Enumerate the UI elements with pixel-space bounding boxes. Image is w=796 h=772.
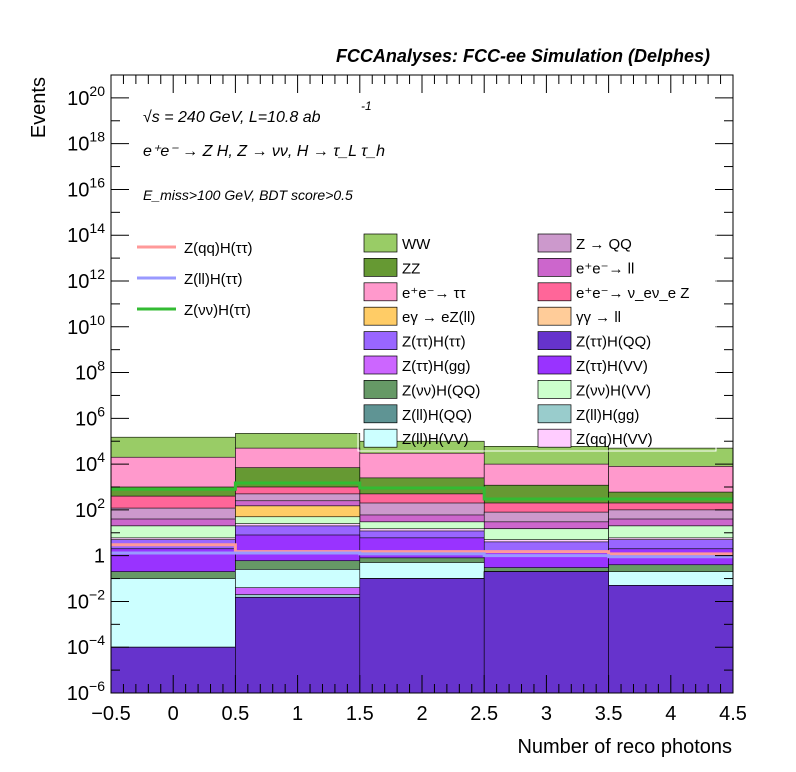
legend-label-z-ll-h: Z(ll)H(ττ) (184, 271, 243, 288)
legend-swatch-z-h (364, 332, 397, 350)
y-tick-label: 106 (75, 403, 105, 430)
x-tick-label: 0.5 (221, 703, 249, 725)
y-tick-label: 108 (75, 358, 105, 385)
y-tick-label: 102 (75, 495, 105, 522)
x-tick-label: 1.5 (346, 703, 374, 725)
y-tick-label: 1018 (67, 129, 105, 156)
bar-z-h-qq-bin-3 (484, 572, 608, 693)
legend-swatch-e-e-ll (538, 258, 571, 276)
legend-swatch-z-ll-h-qq (364, 405, 397, 423)
legend: Z(qq)H(ττ) Z(ll)H(ττ) Z(νν)H(ττ) WW Z → QQ ZZ… (137, 229, 716, 451)
svg-text:√s = 240 GeV, L=10.8 ab: √s = 240 GeV, L=10.8 ab (143, 109, 321, 126)
y-axis-label: Events (28, 77, 50, 138)
legend-label-z-h-qq: Z(ττ)H(QQ) (576, 334, 651, 351)
legend-label-z-h-qq: Z(νν)H(QQ) (402, 382, 480, 399)
y-tick-label: 1014 (67, 220, 105, 247)
legend-label-z-h-gg: Z(ττ)H(gg) (402, 358, 471, 375)
legend-label-z-h-vv: Z(νν)H(VV) (576, 382, 651, 399)
legend-label-ww: WW (402, 236, 431, 253)
y-tick-label: 10−4 (67, 632, 105, 659)
x-tick-label: 0 (168, 703, 179, 725)
y-tick-label: 104 (75, 449, 105, 476)
y-tick-label: 1 (94, 546, 105, 568)
legend-swatch-z-h-gg (364, 356, 397, 374)
legend-label-zz: ZZ (402, 260, 420, 277)
y-tick-label: 1020 (67, 83, 105, 110)
legend-label-ll: γγ → ll (576, 309, 621, 326)
x-tick-label: 3.5 (595, 703, 623, 725)
legend-swatch-z-h-qq (364, 380, 397, 398)
y-tick-label: 1010 (67, 312, 105, 339)
stack-bars (111, 433, 733, 693)
y-tick-label: 10−2 (67, 586, 105, 613)
x-tick-label: 2.5 (470, 703, 498, 725)
legend-swatch-e-ez-ll (364, 307, 397, 325)
x-tick-label: 1 (292, 703, 303, 725)
annotation-energy: √s = 240 GeV, L=10.8 ab -1 (143, 99, 372, 126)
legend-swatch-z-qq-h-vv (538, 429, 571, 447)
legend-label-e-e: e⁺e⁻→ ττ (402, 285, 466, 302)
y-tick-label: 10−6 (67, 678, 105, 705)
legend-label-z-ll-h-vv: Z(ll)H(VV) (402, 431, 469, 448)
x-tick-label: 3 (541, 703, 552, 725)
legend-label-z-qq-h: Z(qq)H(ττ) (184, 240, 253, 257)
legend-swatch-z-h-vv (538, 380, 571, 398)
legend-label-z-ll-h-qq: Z(ll)H(QQ) (402, 407, 472, 424)
x-tick-label: 4 (665, 703, 676, 725)
legend-swatch-z-ll-h-vv (364, 429, 397, 447)
chart-title: FCCAnalyses: FCC-ee Simulation (Delphes) (336, 46, 710, 66)
legend-label-z-h: Z(νν)H(ττ) (184, 302, 251, 319)
annotation-process: e⁺e⁻ → Z H, Z → νν, H → τ_L τ_h (143, 143, 385, 160)
legend-label-z-h-vv: Z(ττ)H(VV) (576, 358, 648, 375)
legend-label-e-e-e-e-z: e⁺e⁻→ ν_eν_e Z (576, 285, 689, 302)
legend-swatch-z-h-qq (538, 332, 571, 350)
legend-swatch-ll (538, 307, 571, 325)
y-tick-label: 1012 (67, 266, 105, 293)
legend-swatch-z-h-vv (538, 356, 571, 374)
x-axis-label: Number of reco photons (517, 736, 732, 758)
x-tick-label: −0.5 (91, 703, 130, 725)
x-tick-label: 4.5 (719, 703, 747, 725)
legend-swatch-e-e (364, 283, 397, 301)
legend-swatch-e-e-e-e-z (538, 283, 571, 301)
legend-label-e-e-ll: e⁺e⁻→ ll (576, 260, 634, 277)
legend-swatch-ww (364, 234, 397, 252)
legend-label-z-ll-h-gg: Z(ll)H(gg) (576, 407, 639, 424)
x-tick-label: 2 (416, 703, 427, 725)
y-tick-label: 1016 (67, 174, 105, 201)
svg-text:-1: -1 (361, 99, 372, 113)
annotation-selection: E_miss>100 GeV, BDT score>0.5 (143, 187, 353, 203)
legend-label-z-h: Z(ττ)H(ττ) (402, 334, 466, 351)
legend-label-z-qq-h-vv: Z(qq)H(VV) (576, 431, 653, 448)
legend-swatch-zz (364, 258, 397, 276)
legend-label-z-qq: Z → QQ (576, 236, 632, 253)
legend-label-e-ez-ll: eγ → eZ(ll) (402, 309, 475, 326)
legend-swatch-z-qq (538, 234, 571, 252)
legend-swatch-z-ll-h-gg (538, 405, 571, 423)
